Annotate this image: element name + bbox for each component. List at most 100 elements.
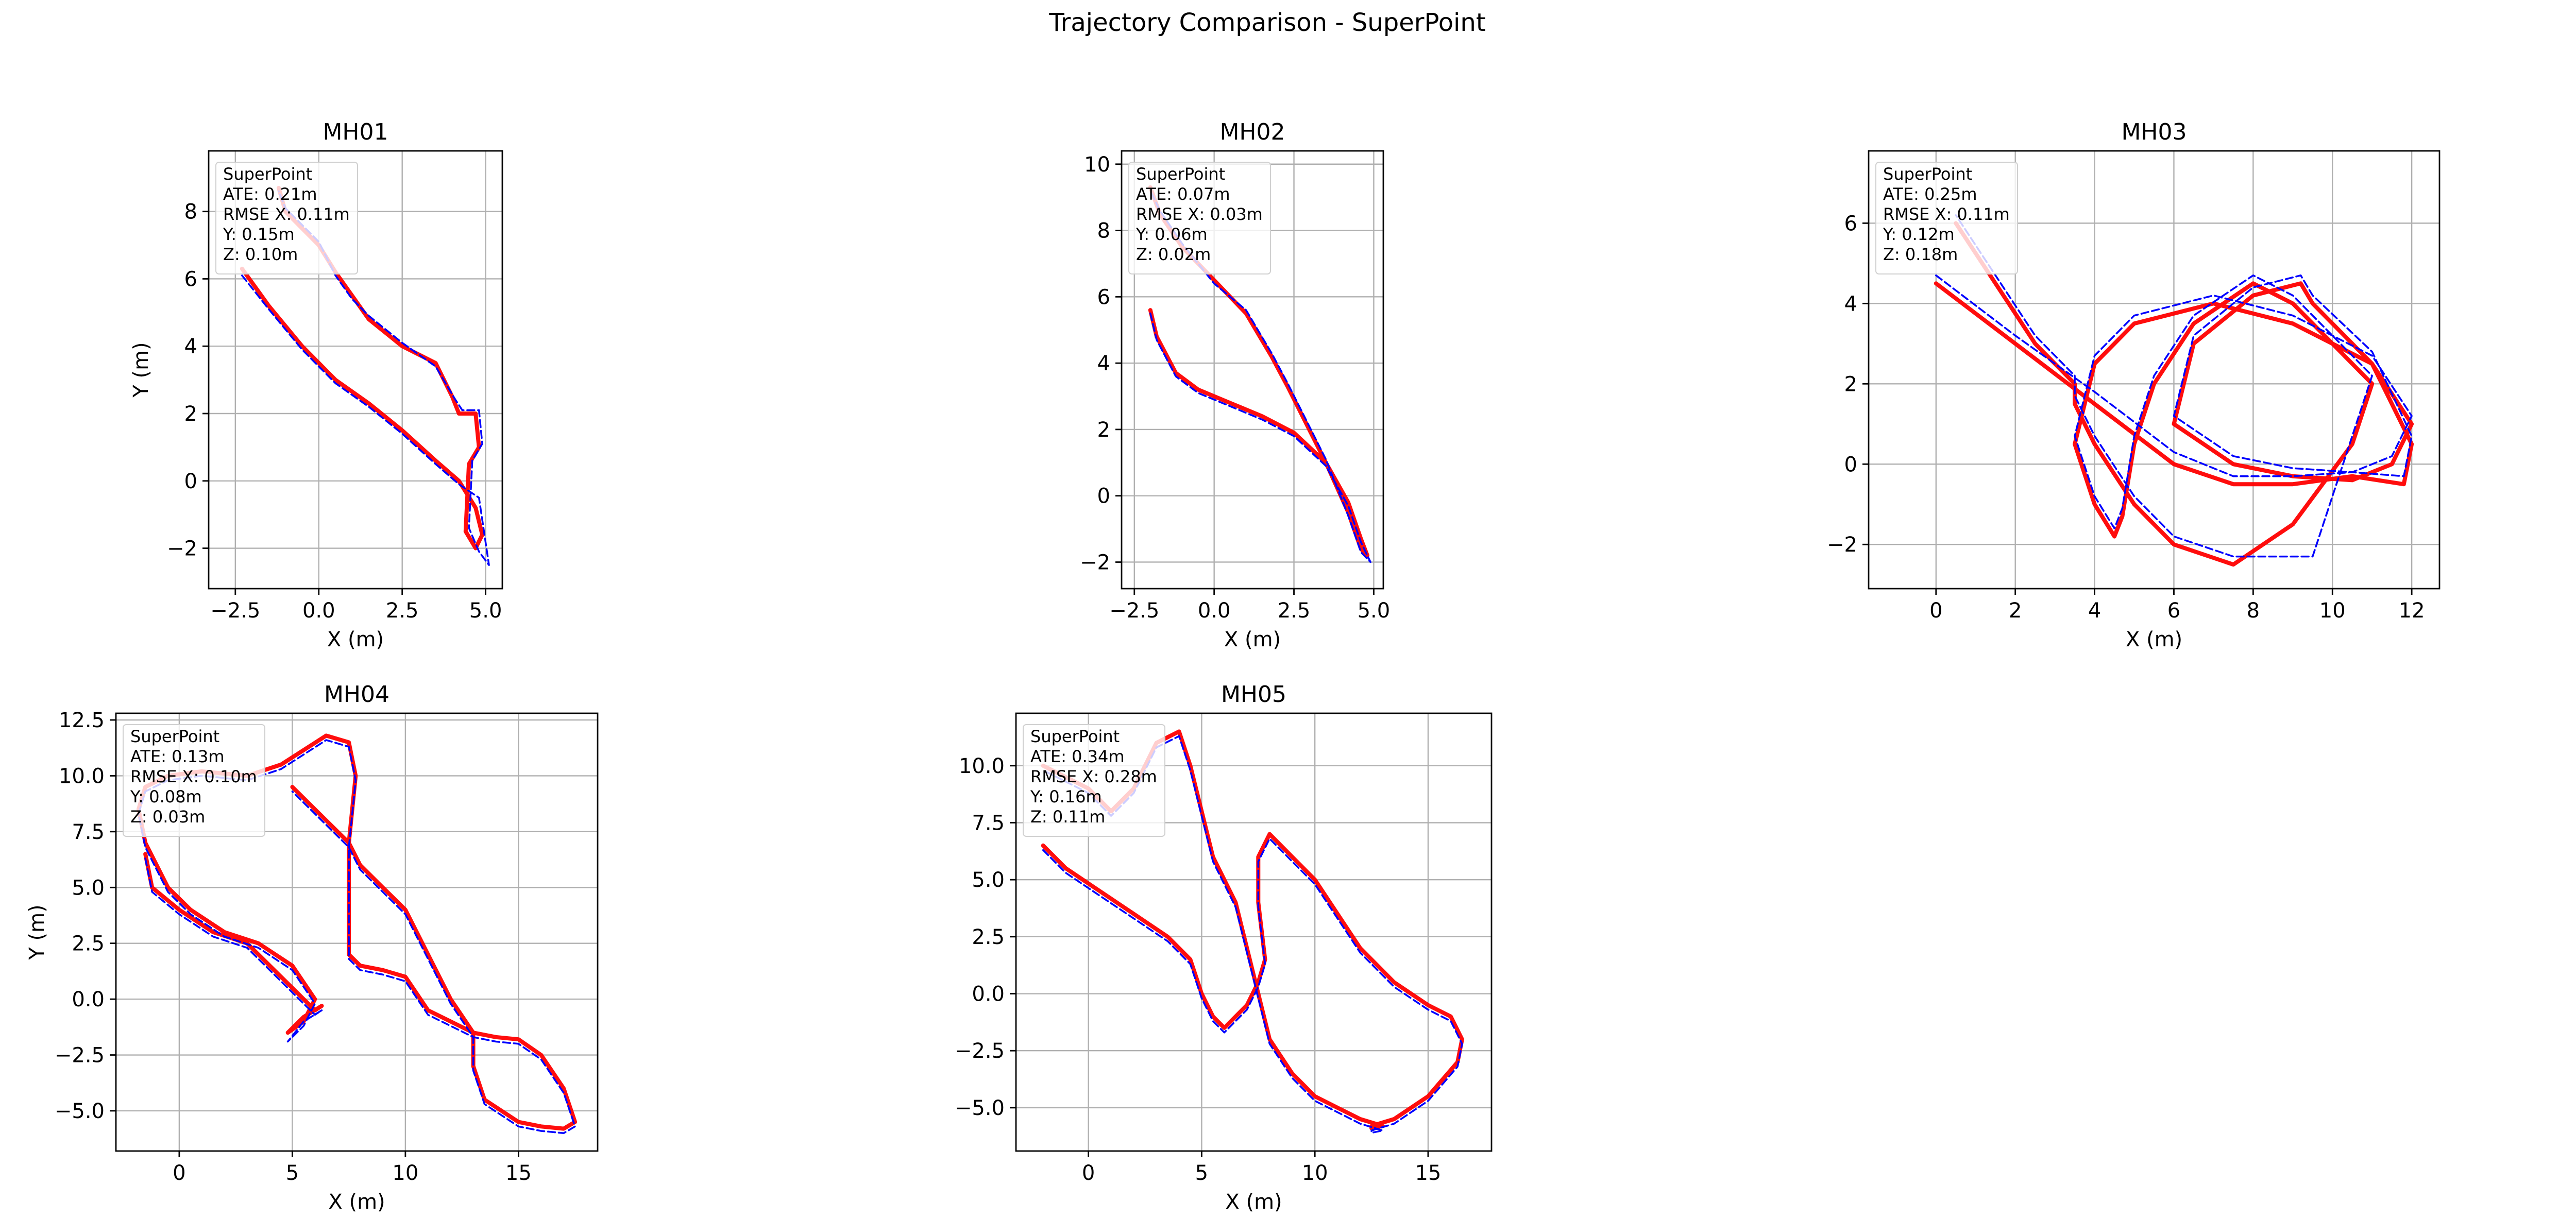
x-axis-label: X (m) xyxy=(327,628,384,651)
subplot-1: −2.5 0.0 2.5 5.0 −2 0 2 4 6 8 MH01 X (m) Y (m) SuperP… xyxy=(129,119,503,651)
annotation-line: RMSE X: 0.11m xyxy=(223,204,350,224)
series-group xyxy=(1148,185,1371,563)
estimated-line xyxy=(240,185,485,551)
x-axis-label: X (m) xyxy=(1225,1190,1282,1214)
x-tick-label: 10 xyxy=(1302,1161,1328,1185)
subplot-title: MH04 xyxy=(324,681,389,708)
series-group xyxy=(240,185,490,566)
y-tick-label: 2 xyxy=(1844,372,1857,396)
y-tick-label: 10.0 xyxy=(59,764,105,788)
annotation-line: SuperPoint xyxy=(1136,164,1225,184)
y-tick-label: 12.5 xyxy=(59,709,105,732)
figure-title: Trajectory Comparison - SuperPoint xyxy=(1048,8,1485,37)
y-axis-label: Y (m) xyxy=(129,342,153,398)
x-tick-label: 2 xyxy=(2009,599,2022,623)
x-tick-label: 2.5 xyxy=(386,599,419,623)
ground-truth-line xyxy=(241,190,490,566)
ground-truth-line xyxy=(1935,214,2413,558)
x-tick-label: −2.5 xyxy=(210,599,260,623)
annotation-box xyxy=(123,724,265,837)
y-tick-label: 0.0 xyxy=(72,988,105,1011)
annotation-line: SuperPoint xyxy=(130,727,219,746)
y-tick-label: 4 xyxy=(1097,352,1110,375)
subplot-4: 0 5 10 15 −5.0 −2.5 0.0 2.5 5.0 7.5 10.0 12.5 MH04 X … xyxy=(25,681,599,1214)
y-tick-label: 0 xyxy=(184,470,197,493)
annotation-line: SuperPoint xyxy=(1030,727,1120,746)
y-tick-label: 0.0 xyxy=(972,983,1005,1006)
x-tick-label: 10 xyxy=(2319,599,2346,623)
x-tick-label: 5.0 xyxy=(469,599,502,623)
x-tick-label: 0 xyxy=(1082,1161,1095,1185)
subplot-2: −2.5 0.0 2.5 5.0 −2 0 2 4 6 8 10 MH02 X (m) SuperPoin… xyxy=(1080,119,1390,651)
estimated-line xyxy=(1041,729,1464,1130)
x-tick-label: −2.5 xyxy=(1109,599,1159,623)
y-tick-label: 10 xyxy=(1084,153,1110,177)
x-tick-label: 0.0 xyxy=(302,599,335,623)
x-tick-label: 5 xyxy=(1195,1161,1208,1185)
annotation-line: SuperPoint xyxy=(223,164,312,184)
x-tick-label: 15 xyxy=(1415,1161,1441,1185)
annotation-line: Y: 0.08m xyxy=(130,787,202,806)
annotation-line: ATE: 0.13m xyxy=(130,747,225,766)
annotation-box xyxy=(215,162,358,274)
x-tick-label: 5.0 xyxy=(1358,599,1391,623)
x-axis-label: X (m) xyxy=(2126,628,2182,651)
y-tick-label: −2.5 xyxy=(55,1044,105,1068)
y-tick-label: 8 xyxy=(184,200,197,224)
y-tick-label: 6 xyxy=(1097,285,1110,309)
ground-truth-line xyxy=(1149,190,1371,563)
y-tick-label: 4 xyxy=(1844,292,1857,316)
axes-frame xyxy=(1868,150,2441,590)
y-tick-label: −2 xyxy=(1080,551,1110,574)
annotation-line: RMSE X: 0.11m xyxy=(1883,204,2010,224)
annotation-line: RMSE X: 0.03m xyxy=(1136,204,1263,224)
x-tick-label: 5 xyxy=(286,1161,299,1185)
y-tick-label: 2 xyxy=(1097,418,1110,442)
series-group xyxy=(1041,729,1464,1134)
x-tick-label: 15 xyxy=(505,1161,532,1185)
x-tick-label: 0.0 xyxy=(1198,599,1231,623)
annotation-line: ATE: 0.21m xyxy=(223,184,317,204)
annotation-line: RMSE X: 0.10m xyxy=(130,767,257,786)
annotation-line: Y: 0.16m xyxy=(1030,787,1102,806)
annotation-line: Z: 0.03m xyxy=(130,807,205,827)
annotation-line: ATE: 0.07m xyxy=(1136,184,1230,204)
annotation-line: ATE: 0.34m xyxy=(1030,747,1125,766)
ground-truth-line xyxy=(1042,735,1463,1134)
estimated-line xyxy=(1934,221,2414,567)
x-tick-label: 6 xyxy=(2167,599,2180,623)
x-tick-label: 0 xyxy=(1929,599,1942,623)
y-tick-label: 5.0 xyxy=(72,876,105,900)
y-tick-label: −2 xyxy=(1827,533,1857,557)
subplot-panels: −2.5 0.0 2.5 5.0 −2 0 2 4 6 8 MH01 X (m) Y (m) SuperP… xyxy=(25,119,2441,1214)
series-group xyxy=(136,733,578,1135)
annotation-line: Y: 0.06m xyxy=(1136,225,1208,244)
y-tick-label: 2.5 xyxy=(972,925,1005,949)
annotation-line: SuperPoint xyxy=(1883,164,1972,184)
y-tick-label: −2 xyxy=(167,537,197,561)
axes-frame xyxy=(1015,712,1493,1152)
y-tick-label: 6 xyxy=(184,267,197,291)
y-tick-label: 8 xyxy=(1097,219,1110,243)
annotation-line: Z: 0.18m xyxy=(1883,245,1958,264)
annotation-line: Z: 0.10m xyxy=(223,245,298,264)
y-tick-label: −5.0 xyxy=(55,1100,105,1123)
x-tick-label: 2.5 xyxy=(1278,599,1311,623)
subplot-title: MH02 xyxy=(1219,119,1285,145)
axes-frame xyxy=(1121,150,1384,590)
x-tick-label: 12 xyxy=(2399,599,2425,623)
x-tick-label: 10 xyxy=(392,1161,418,1185)
annotation-box xyxy=(1023,724,1165,837)
annotation-line: Z: 0.11m xyxy=(1030,807,1105,827)
x-tick-label: 4 xyxy=(2088,599,2101,623)
x-axis-label: X (m) xyxy=(328,1190,385,1214)
y-tick-label: 2 xyxy=(184,402,197,426)
annotation-box xyxy=(1128,162,1271,274)
y-tick-label: −2.5 xyxy=(955,1039,1005,1063)
